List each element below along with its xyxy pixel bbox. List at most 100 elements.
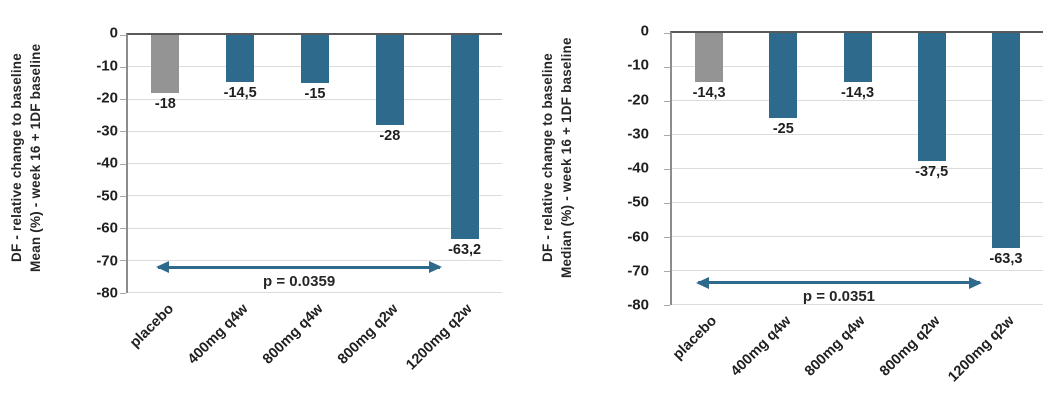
bar-chart-median: DF - relative change to baseline Median … bbox=[531, 0, 1062, 418]
y-tick-mark bbox=[120, 260, 126, 262]
arrow-head-left bbox=[155, 261, 169, 274]
y-axis-title-line-1: DF - relative change to baseline bbox=[9, 53, 24, 263]
y-tick-mark bbox=[120, 292, 126, 294]
x-category-label: 1200mg q2w bbox=[944, 313, 1018, 386]
y-tick-mark bbox=[664, 134, 670, 136]
y-tick-label: -10 bbox=[627, 56, 649, 74]
plot-area: placebo 400mg q4w 800mg q4w 800mg q2w 1200mg… bbox=[664, 31, 1043, 385]
y-tick-label: -70 bbox=[627, 262, 649, 280]
bar-value-label: -14,5 bbox=[223, 84, 257, 101]
x-category-label: 800mg q2w bbox=[334, 301, 402, 368]
x-category-label: 800mg q2w bbox=[876, 313, 944, 380]
y-tick-mark bbox=[120, 66, 126, 68]
y-tick-label: -30 bbox=[627, 125, 649, 143]
y-tick-label: -20 bbox=[627, 91, 649, 108]
y-tick-label: -80 bbox=[96, 284, 118, 302]
x-category-label: 800mg q4w bbox=[802, 313, 869, 380]
y-tick-label: -30 bbox=[96, 122, 118, 139]
gridline bbox=[672, 202, 1043, 203]
bar-800mg-q4w bbox=[301, 35, 329, 84]
p-value-label: p = 0.0359 bbox=[263, 272, 336, 290]
bar-value-label: -37,5 bbox=[915, 163, 949, 180]
y-tick-mark bbox=[664, 304, 670, 306]
arrow-head-left bbox=[695, 276, 709, 289]
gridline bbox=[128, 163, 502, 164]
gridline bbox=[128, 130, 502, 132]
gridline bbox=[128, 98, 502, 100]
y-axis-title-mean: DF - relative change to baseline Mean (%… bbox=[8, 8, 46, 308]
x-category-label: 400mg q4w bbox=[728, 313, 795, 380]
bar-value-label: -25 bbox=[772, 121, 794, 137]
x-category-label: 800mg q4w bbox=[259, 301, 327, 368]
bar-placebo bbox=[695, 33, 724, 82]
y-tick-mark bbox=[664, 100, 670, 102]
gridline bbox=[672, 100, 1043, 101]
gridline bbox=[672, 236, 1043, 237]
y-tick-label: 0 bbox=[640, 22, 649, 40]
y-tick-mark bbox=[120, 131, 126, 133]
y-tick-label: -60 bbox=[96, 219, 118, 237]
gridline bbox=[672, 134, 1043, 135]
bar-400mg-q4w bbox=[769, 33, 798, 118]
y-tick-mark bbox=[120, 34, 126, 36]
y-tick-mark bbox=[120, 99, 126, 100]
gridline bbox=[128, 259, 502, 261]
bar-value-label: -63,2 bbox=[448, 241, 482, 258]
bar-value-label: -15 bbox=[304, 86, 326, 103]
bar-value-label: -14,3 bbox=[692, 84, 726, 101]
y-tick-label: -20 bbox=[96, 89, 118, 107]
y-tick-mark bbox=[664, 202, 670, 204]
y-tick-mark bbox=[664, 32, 670, 34]
bar-placebo bbox=[151, 35, 180, 94]
y-axis-title-line-2: Mean (%) - week 16 + 1DF baseline bbox=[27, 43, 43, 273]
y-tick-mark bbox=[664, 236, 670, 238]
p-value-arrow bbox=[695, 276, 982, 289]
y-tick-label: -10 bbox=[96, 57, 118, 74]
gridline bbox=[672, 270, 1043, 271]
x-category-label: placebo bbox=[126, 301, 177, 352]
y-tick-mark bbox=[120, 163, 126, 165]
bar-800mg-q2w bbox=[917, 33, 946, 161]
x-category-label: 400mg q4w bbox=[184, 301, 252, 368]
bar-value-label: -14,3 bbox=[840, 84, 875, 101]
bar-chart-mean: DF - relative change to baseline Mean (%… bbox=[0, 0, 531, 418]
y-tick-label: 0 bbox=[109, 24, 118, 42]
y-tick-label: -80 bbox=[627, 296, 649, 314]
gridline bbox=[128, 195, 502, 197]
y-tick-label: -50 bbox=[627, 193, 649, 211]
bar-value-label: -63,3 bbox=[989, 251, 1023, 268]
plot-area: placebo 400mg q4w 800mg q4w 800mg q2w 1200mg… bbox=[120, 33, 502, 373]
y-tick-mark bbox=[664, 168, 670, 170]
y-tick-label: -60 bbox=[627, 228, 649, 245]
y-tick-label: -50 bbox=[96, 187, 118, 204]
y-tick-mark bbox=[664, 66, 670, 68]
y-tick-label: -40 bbox=[96, 154, 118, 172]
gridline bbox=[128, 227, 502, 229]
bar-1200mg-q2w bbox=[450, 35, 479, 239]
gridline bbox=[672, 304, 1043, 305]
arrow-head-right bbox=[429, 261, 443, 274]
bar-1200mg-q2w bbox=[991, 33, 1020, 249]
bar-value-label: -18 bbox=[154, 96, 176, 113]
y-axis-tick-labels: 0 -10 -20 -30 -40 -50 -60 -70 -80 bbox=[66, 25, 118, 302]
gridline bbox=[128, 292, 502, 293]
arrow-head-right bbox=[968, 276, 982, 289]
y-axis-title-line-2: Median (%) - week 16 + 1DF baseline bbox=[558, 37, 574, 279]
y-tick-mark bbox=[664, 270, 670, 272]
bar-value-label: -28 bbox=[379, 128, 401, 145]
p-value-arrow bbox=[155, 261, 443, 274]
x-axis-labels: placebo 400mg q4w 800mg q4w 800mg q2w 1200mg… bbox=[670, 305, 1043, 415]
y-axis-tick-labels: 0 -10 -20 -30 -40 -50 -60 -70 -80 bbox=[597, 23, 649, 314]
y-tick-mark bbox=[120, 228, 126, 229]
y-tick-label: -70 bbox=[96, 252, 118, 269]
gridline bbox=[672, 168, 1043, 169]
bar-800mg-q2w bbox=[375, 35, 404, 126]
y-tick-mark bbox=[120, 195, 126, 197]
x-axis-labels: placebo 400mg q4w 800mg q4w 800mg q2w 1200mg… bbox=[126, 293, 502, 403]
y-axis-title-line-1: DF - relative change to baseline bbox=[540, 53, 555, 263]
bar-400mg-q4w bbox=[226, 35, 255, 82]
bar-800mg-q4w bbox=[843, 33, 872, 82]
y-axis-title-median: DF - relative change to baseline Median … bbox=[539, 8, 577, 308]
y-tick-label: -40 bbox=[627, 159, 649, 177]
